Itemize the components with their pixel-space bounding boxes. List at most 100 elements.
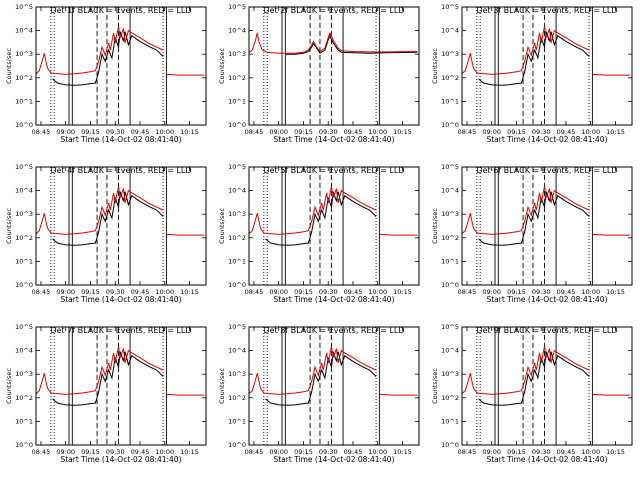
panel-title: Det 6f BLACK = Events, RED = LLD bbox=[476, 166, 617, 175]
x-tick-label: 10:15 bbox=[180, 448, 199, 456]
x-tick-label: 09:45 bbox=[557, 448, 576, 456]
x-tick-label: 09:00 bbox=[269, 448, 288, 456]
lld-curve-after-gap bbox=[166, 233, 205, 236]
x-tick-label: 10:00 bbox=[581, 128, 600, 136]
lld-curve-after-gap bbox=[379, 233, 418, 236]
x-tick-label: 09:15 bbox=[81, 128, 100, 136]
x-tick-label: 09:45 bbox=[344, 128, 363, 136]
y-tick-label: 10^1 bbox=[228, 257, 246, 265]
events-curve bbox=[52, 351, 164, 406]
y-tick-label: 10^3 bbox=[228, 210, 246, 218]
x-tick-label: 08:45 bbox=[458, 288, 477, 296]
lld-curve bbox=[36, 26, 164, 75]
y-tick-label: 10^3 bbox=[228, 370, 246, 378]
lld-curve bbox=[462, 186, 590, 235]
y-tick-label: 10^1 bbox=[15, 97, 33, 105]
y-axis-label: Counts/sec bbox=[5, 368, 13, 404]
panel-det-6f: 10^0 10^1 10^2 10^3 10^4 10^5 08:45 09:00 09:15 0… bbox=[431, 163, 633, 304]
panel-title: Det 2f BLACK = Events, RED = LLD bbox=[263, 6, 404, 15]
y-tick-label: 10^3 bbox=[15, 370, 33, 378]
y-tick-label: 10^0 bbox=[15, 281, 33, 289]
y-tick-label: 10^4 bbox=[15, 27, 33, 35]
y-tick-label: 10^1 bbox=[228, 417, 246, 425]
y-tick-label: 10^2 bbox=[228, 394, 246, 402]
x-tick-label: 08:45 bbox=[32, 448, 51, 456]
y-tick-label: 10^2 bbox=[15, 74, 33, 82]
x-tick-label: 09:30 bbox=[532, 128, 551, 136]
x-axis-label: Start Time (14-Oct-02 08:41:40) bbox=[486, 455, 607, 464]
y-tick-label: 10^4 bbox=[228, 187, 246, 195]
y-tick-label: 10^0 bbox=[441, 121, 459, 129]
x-tick-label: 08:45 bbox=[32, 288, 51, 296]
x-tick-label: 09:15 bbox=[507, 288, 526, 296]
panel-title: Det 3f BLACK = Events, RED = LLD bbox=[476, 6, 617, 15]
y-tick-label: 10^2 bbox=[441, 234, 459, 242]
y-tick-label: 10^3 bbox=[15, 50, 33, 58]
x-axis-label: Start Time (14-Oct-02 08:41:40) bbox=[60, 455, 181, 464]
y-tick-label: 10^1 bbox=[228, 97, 246, 105]
x-tick-label: 09:00 bbox=[269, 128, 288, 136]
y-tick-label: 10^0 bbox=[441, 441, 459, 449]
y-tick-label: 10^2 bbox=[441, 394, 459, 402]
lld-curve-after-gap bbox=[379, 393, 418, 396]
y-tick-label: 10^5 bbox=[441, 3, 459, 11]
y-tick-label: 10^1 bbox=[441, 97, 459, 105]
y-tick-label: 10^2 bbox=[228, 74, 246, 82]
y-tick-label: 10^5 bbox=[228, 163, 246, 171]
y-tick-label: 10^4 bbox=[441, 187, 459, 195]
x-tick-label: 09:15 bbox=[81, 288, 100, 296]
lld-curve-after-gap bbox=[166, 393, 205, 396]
y-axis-label: Counts/sec bbox=[218, 368, 226, 404]
panel-det-4f: 10^0 10^1 10^2 10^3 10^4 10^5 08:45 09:00 09:15 0… bbox=[5, 163, 207, 304]
y-tick-label: 10^3 bbox=[228, 50, 246, 58]
x-tick-label: 09:00 bbox=[56, 128, 75, 136]
y-axis-label: Counts/sec bbox=[431, 208, 439, 244]
x-tick-label: 09:30 bbox=[319, 288, 338, 296]
x-tick-label: 09:00 bbox=[56, 448, 75, 456]
events-curve bbox=[265, 351, 377, 406]
y-axis-label: Counts/sec bbox=[431, 368, 439, 404]
x-tick-label: 10:00 bbox=[368, 448, 387, 456]
y-tick-label: 10^0 bbox=[15, 121, 33, 129]
plot-frame bbox=[35, 6, 207, 126]
lld-curve bbox=[249, 31, 418, 54]
y-axis-label: Counts/sec bbox=[431, 48, 439, 84]
x-tick-label: 09:45 bbox=[344, 448, 363, 456]
y-tick-label: 10^5 bbox=[228, 3, 246, 11]
y-tick-label: 10^1 bbox=[441, 257, 459, 265]
x-tick-label: 09:00 bbox=[56, 288, 75, 296]
events-curve bbox=[52, 191, 164, 246]
panel-title: Det 9f BLACK = Events, RED = LLD bbox=[476, 326, 617, 335]
plot-frame bbox=[461, 166, 633, 286]
panel-title: Det 1f BLACK = Events, RED = LLD bbox=[50, 6, 191, 15]
x-tick-label: 09:45 bbox=[131, 288, 150, 296]
x-tick-label: 08:45 bbox=[245, 448, 264, 456]
lld-curve-after-gap bbox=[592, 233, 631, 236]
y-tick-label: 10^5 bbox=[15, 323, 33, 331]
panel-title: Det 5f BLACK = Events, RED = LLD bbox=[263, 166, 404, 175]
x-tick-label: 09:15 bbox=[294, 288, 313, 296]
x-tick-label: 09:15 bbox=[294, 448, 313, 456]
x-tick-label: 10:00 bbox=[155, 448, 174, 456]
y-tick-label: 10^2 bbox=[15, 394, 33, 402]
lld-curve-after-gap bbox=[166, 73, 205, 76]
x-tick-label: 10:15 bbox=[180, 288, 199, 296]
x-tick-label: 09:45 bbox=[131, 448, 150, 456]
lld-curve-after-gap bbox=[592, 393, 631, 396]
x-tick-label: 09:45 bbox=[557, 288, 576, 296]
panel-det-9f: 10^0 10^1 10^2 10^3 10^4 10^5 08:45 09:00 09:15 0… bbox=[431, 323, 633, 464]
panel-det-3f: 10^0 10^1 10^2 10^3 10^4 10^5 08:45 09:00 09:15 0… bbox=[431, 3, 633, 144]
x-tick-label: 09:30 bbox=[106, 448, 125, 456]
y-tick-label: 10^1 bbox=[15, 417, 33, 425]
lld-curve bbox=[462, 346, 590, 395]
x-tick-label: 09:00 bbox=[482, 448, 501, 456]
y-tick-label: 10^4 bbox=[441, 27, 459, 35]
plot-frame bbox=[461, 6, 633, 126]
panel-det-8f: 10^0 10^1 10^2 10^3 10^4 10^5 08:45 09:00 09:15 0… bbox=[218, 323, 420, 464]
y-tick-label: 10^3 bbox=[441, 210, 459, 218]
x-tick-label: 09:00 bbox=[269, 288, 288, 296]
x-axis-label: Start Time (14-Oct-02 08:41:40) bbox=[60, 295, 181, 304]
lld-curve bbox=[249, 186, 377, 235]
lld-curve-after-gap bbox=[592, 73, 631, 76]
x-tick-label: 09:15 bbox=[507, 448, 526, 456]
